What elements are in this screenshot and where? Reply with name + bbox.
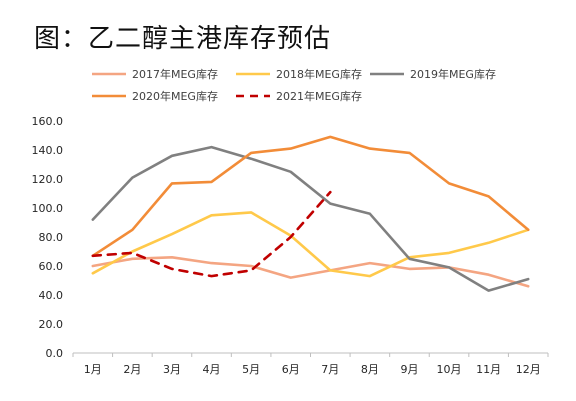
y-tick-label: 160.0	[32, 115, 64, 128]
legend-label-0: 2017年MEG库存	[132, 67, 218, 81]
series-line-3	[91, 135, 530, 258]
x-tick-label: 4月	[203, 363, 221, 376]
x-tick-label: 6月	[282, 363, 300, 376]
x-tick-label: 8月	[361, 363, 379, 376]
y-tick-label: 40.0	[39, 289, 64, 302]
y-tick-label: 140.0	[32, 144, 64, 157]
x-tick-label: 12月	[516, 363, 541, 376]
series-line-0	[91, 255, 530, 288]
legend-label-1: 2018年MEG库存	[276, 67, 362, 81]
legend-label-4: 2021年MEG库存	[276, 89, 362, 103]
x-tick-label: 7月	[321, 363, 339, 376]
legend: 2017年MEG库存 2018年MEG库存 2019年MEG库存 2020年MEG库存…	[92, 67, 496, 103]
chart-title: 图：乙二醇主港库存预估	[34, 24, 332, 54]
x-tick-label: 1月	[84, 363, 102, 376]
x-tick-label: 5月	[242, 363, 260, 376]
x-tick-label: 3月	[163, 363, 181, 376]
x-tick-label: 2月	[123, 363, 141, 376]
axes: 0.0 20.0 40.0 60.0 80.0 100.0 120.0 140.0 160.0 1…	[32, 115, 549, 376]
legend-label-3: 2020年MEG库存	[132, 89, 218, 103]
series-line-1	[91, 211, 530, 278]
y-tick-label: 0.0	[46, 347, 64, 360]
series-lines	[91, 135, 530, 292]
legend-label-2: 2019年MEG库存	[410, 67, 496, 81]
x-tick-label: 11月	[476, 363, 501, 376]
y-tick-label: 60.0	[39, 260, 64, 273]
y-tick-label: 120.0	[32, 173, 64, 186]
series-line-4	[91, 190, 332, 278]
y-tick-label: 100.0	[32, 202, 64, 215]
y-tick-label: 20.0	[39, 318, 64, 331]
series-line-2	[91, 145, 530, 292]
x-tick-label: 10月	[437, 363, 462, 376]
x-tick-label: 9月	[400, 363, 418, 376]
y-tick-label: 80.0	[39, 231, 64, 244]
